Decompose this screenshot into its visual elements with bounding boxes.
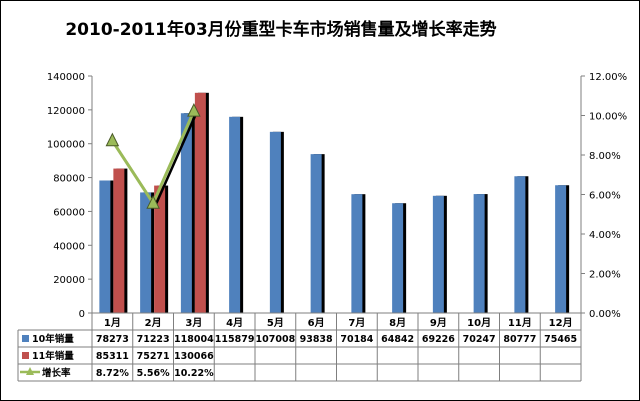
left-tick-label: 100000	[47, 140, 85, 151]
growth-rate-marker	[146, 195, 160, 209]
legend-key-growth-marker	[26, 367, 34, 375]
left-tick-label: 20000	[53, 275, 85, 286]
table-value: 118004	[174, 334, 214, 345]
bar-2010	[99, 180, 111, 313]
table-value: 85311	[96, 351, 129, 362]
bar-2010	[269, 131, 281, 313]
growth-rate-marker	[105, 132, 120, 147]
left-tick-label: 0	[79, 309, 85, 320]
bar-2011	[154, 185, 166, 313]
table-value: 75271	[137, 351, 170, 362]
right-tick-label: 4.00%	[589, 230, 621, 241]
legend-label-2011: 11年销量	[32, 350, 74, 362]
x-tick-label: 9月	[430, 317, 447, 329]
table-value: 130066	[174, 351, 214, 362]
table-value: 70184	[340, 334, 373, 345]
table-value: 64842	[381, 334, 414, 345]
table-value: 10.22%	[174, 368, 214, 379]
right-tick-label: 8.00%	[589, 151, 621, 162]
table-value: 107008	[256, 334, 296, 345]
bar-2010	[180, 113, 192, 313]
bar-2010	[229, 116, 241, 313]
x-tick-label: 2月	[145, 317, 162, 329]
table-value: 71223	[137, 334, 170, 345]
left-tick-label: 80000	[53, 174, 85, 185]
bar-2010	[310, 154, 322, 313]
legend-label-2010: 10年销量	[32, 333, 74, 345]
right-tick-label: 2.00%	[589, 270, 621, 281]
right-tick-label: 6.00%	[589, 191, 621, 202]
x-tick-label: 10月	[467, 317, 491, 329]
bar-2010	[514, 176, 526, 313]
x-tick-label: 3月	[185, 317, 202, 329]
x-tick-label: 8月	[389, 317, 406, 329]
left-tick-label: 120000	[47, 106, 85, 117]
table-value: 5.56%	[137, 368, 170, 379]
legend-key-2011	[22, 352, 29, 359]
chart-title: 2010-2011年03月份重型卡车市场销售量及增长率走势	[65, 20, 497, 40]
table-value: 75465	[544, 334, 577, 345]
right-tick-label: 10.00%	[589, 112, 627, 123]
bar-2010	[432, 195, 444, 313]
bar-2010	[473, 194, 485, 313]
table-value: 69226	[422, 334, 455, 345]
legend-key-2010	[22, 335, 29, 342]
x-tick-label: 1月	[104, 317, 121, 329]
bar-2010	[140, 192, 152, 313]
bar-2011	[113, 168, 125, 313]
table-value: 70247	[463, 334, 496, 345]
bar-2010	[392, 203, 404, 313]
left-tick-label: 40000	[53, 241, 85, 252]
table-value: 78273	[96, 334, 129, 345]
x-tick-label: 4月	[226, 317, 243, 329]
x-tick-label: 5月	[267, 317, 284, 329]
right-tick-label: 0.00%	[589, 309, 621, 320]
right-tick-label: 12.00%	[589, 72, 627, 83]
x-tick-label: 12月	[549, 317, 573, 329]
table-value: 80777	[503, 334, 536, 345]
bar-2011	[194, 92, 206, 314]
table-value: 93838	[300, 334, 333, 345]
left-tick-label: 140000	[47, 72, 85, 83]
x-tick-label: 11月	[508, 317, 532, 329]
left-tick-label: 60000	[53, 207, 85, 218]
legend-label-growth: 增长率	[42, 367, 71, 379]
table-value: 8.72%	[96, 368, 129, 379]
x-tick-label: 7月	[348, 317, 365, 329]
growth-rate-marker	[187, 103, 201, 117]
bar-2010	[555, 185, 567, 313]
x-tick-label: 6月	[308, 317, 325, 329]
table-value: 115879	[215, 334, 255, 345]
bar-2010	[351, 194, 363, 313]
